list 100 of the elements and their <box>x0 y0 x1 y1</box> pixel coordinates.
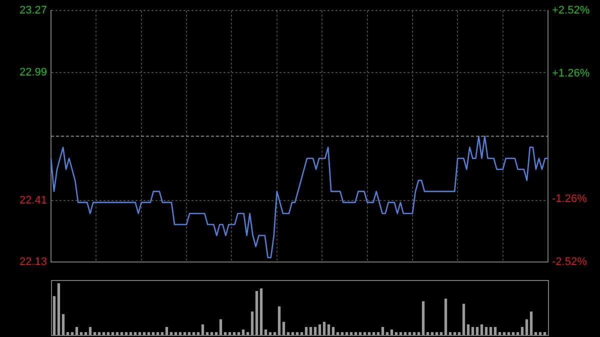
bar <box>453 332 456 335</box>
bar <box>350 332 353 335</box>
bar <box>88 326 92 335</box>
bar <box>102 332 106 335</box>
bar <box>507 332 510 335</box>
bar <box>314 326 317 335</box>
bar <box>543 332 546 335</box>
bar <box>381 326 384 335</box>
bar <box>242 330 245 335</box>
bar <box>142 332 146 335</box>
y-tick-label: 22.99 <box>19 66 47 78</box>
bar <box>80 332 83 335</box>
bar <box>296 332 299 335</box>
bar <box>525 319 528 335</box>
bar <box>327 324 330 335</box>
bar <box>426 332 430 335</box>
bar <box>494 326 497 335</box>
bar <box>372 332 376 335</box>
bar <box>309 326 312 335</box>
bar <box>237 332 240 335</box>
bar <box>417 332 420 335</box>
bar <box>75 326 78 335</box>
bar <box>260 288 263 335</box>
bar <box>345 332 348 335</box>
bar <box>489 326 492 335</box>
bar <box>232 332 236 335</box>
bar <box>250 312 254 335</box>
bar <box>502 332 506 335</box>
bar <box>57 283 60 335</box>
bar <box>228 332 232 335</box>
bar <box>476 326 479 335</box>
bar <box>188 332 191 335</box>
bar <box>480 324 484 335</box>
bar <box>390 330 394 335</box>
bar <box>273 332 276 335</box>
bar <box>538 332 542 335</box>
bar <box>152 332 155 335</box>
bar <box>466 324 470 335</box>
bar <box>516 332 520 335</box>
bar <box>156 332 160 335</box>
bar <box>210 332 214 335</box>
bar <box>268 332 272 335</box>
bar <box>282 322 286 335</box>
bar <box>183 332 186 335</box>
bar <box>471 326 474 335</box>
bar <box>368 332 371 335</box>
bar <box>444 298 448 335</box>
bar <box>138 332 142 335</box>
bar <box>291 332 294 335</box>
bar <box>116 332 119 335</box>
bar <box>278 306 281 335</box>
bar <box>399 332 402 335</box>
y2-tick-label: -1.26% <box>552 193 588 206</box>
bar <box>62 314 65 335</box>
bar <box>332 326 335 335</box>
bar <box>484 326 488 335</box>
bar <box>340 332 344 335</box>
bar <box>448 332 452 335</box>
bar <box>462 304 466 335</box>
bar <box>224 332 227 335</box>
bar <box>98 332 101 335</box>
bar <box>430 332 434 335</box>
bar <box>160 332 164 335</box>
bar <box>124 332 128 335</box>
bar <box>336 332 340 335</box>
bar <box>192 332 196 335</box>
bar <box>412 332 416 335</box>
bar <box>435 332 438 335</box>
bar <box>165 326 168 335</box>
bar <box>422 301 425 335</box>
bar <box>530 312 533 335</box>
bar <box>134 332 137 335</box>
bar <box>84 332 88 335</box>
bar <box>129 332 132 335</box>
bar <box>512 332 515 335</box>
bar <box>440 332 443 335</box>
bar <box>534 332 538 335</box>
bar <box>246 332 250 335</box>
bar <box>264 330 268 335</box>
bar <box>520 326 524 335</box>
y-tick-label: 23.27 <box>19 4 47 17</box>
bar <box>255 290 258 335</box>
bar <box>66 332 70 335</box>
bar <box>206 332 209 335</box>
bar <box>363 332 366 335</box>
bar <box>70 332 74 335</box>
bar <box>219 319 222 335</box>
y-tick-label: 22.41 <box>19 194 47 206</box>
bar <box>318 324 322 335</box>
bar <box>170 332 173 335</box>
y2-tick-label: -2.52% <box>552 256 588 268</box>
bar <box>376 332 380 335</box>
bar <box>498 332 502 335</box>
bar <box>404 332 407 335</box>
bar <box>93 332 96 335</box>
bar <box>386 332 389 335</box>
bar <box>178 332 182 335</box>
y-tick-label: 22.13 <box>19 256 47 268</box>
bar <box>458 332 461 335</box>
bar <box>147 332 150 335</box>
